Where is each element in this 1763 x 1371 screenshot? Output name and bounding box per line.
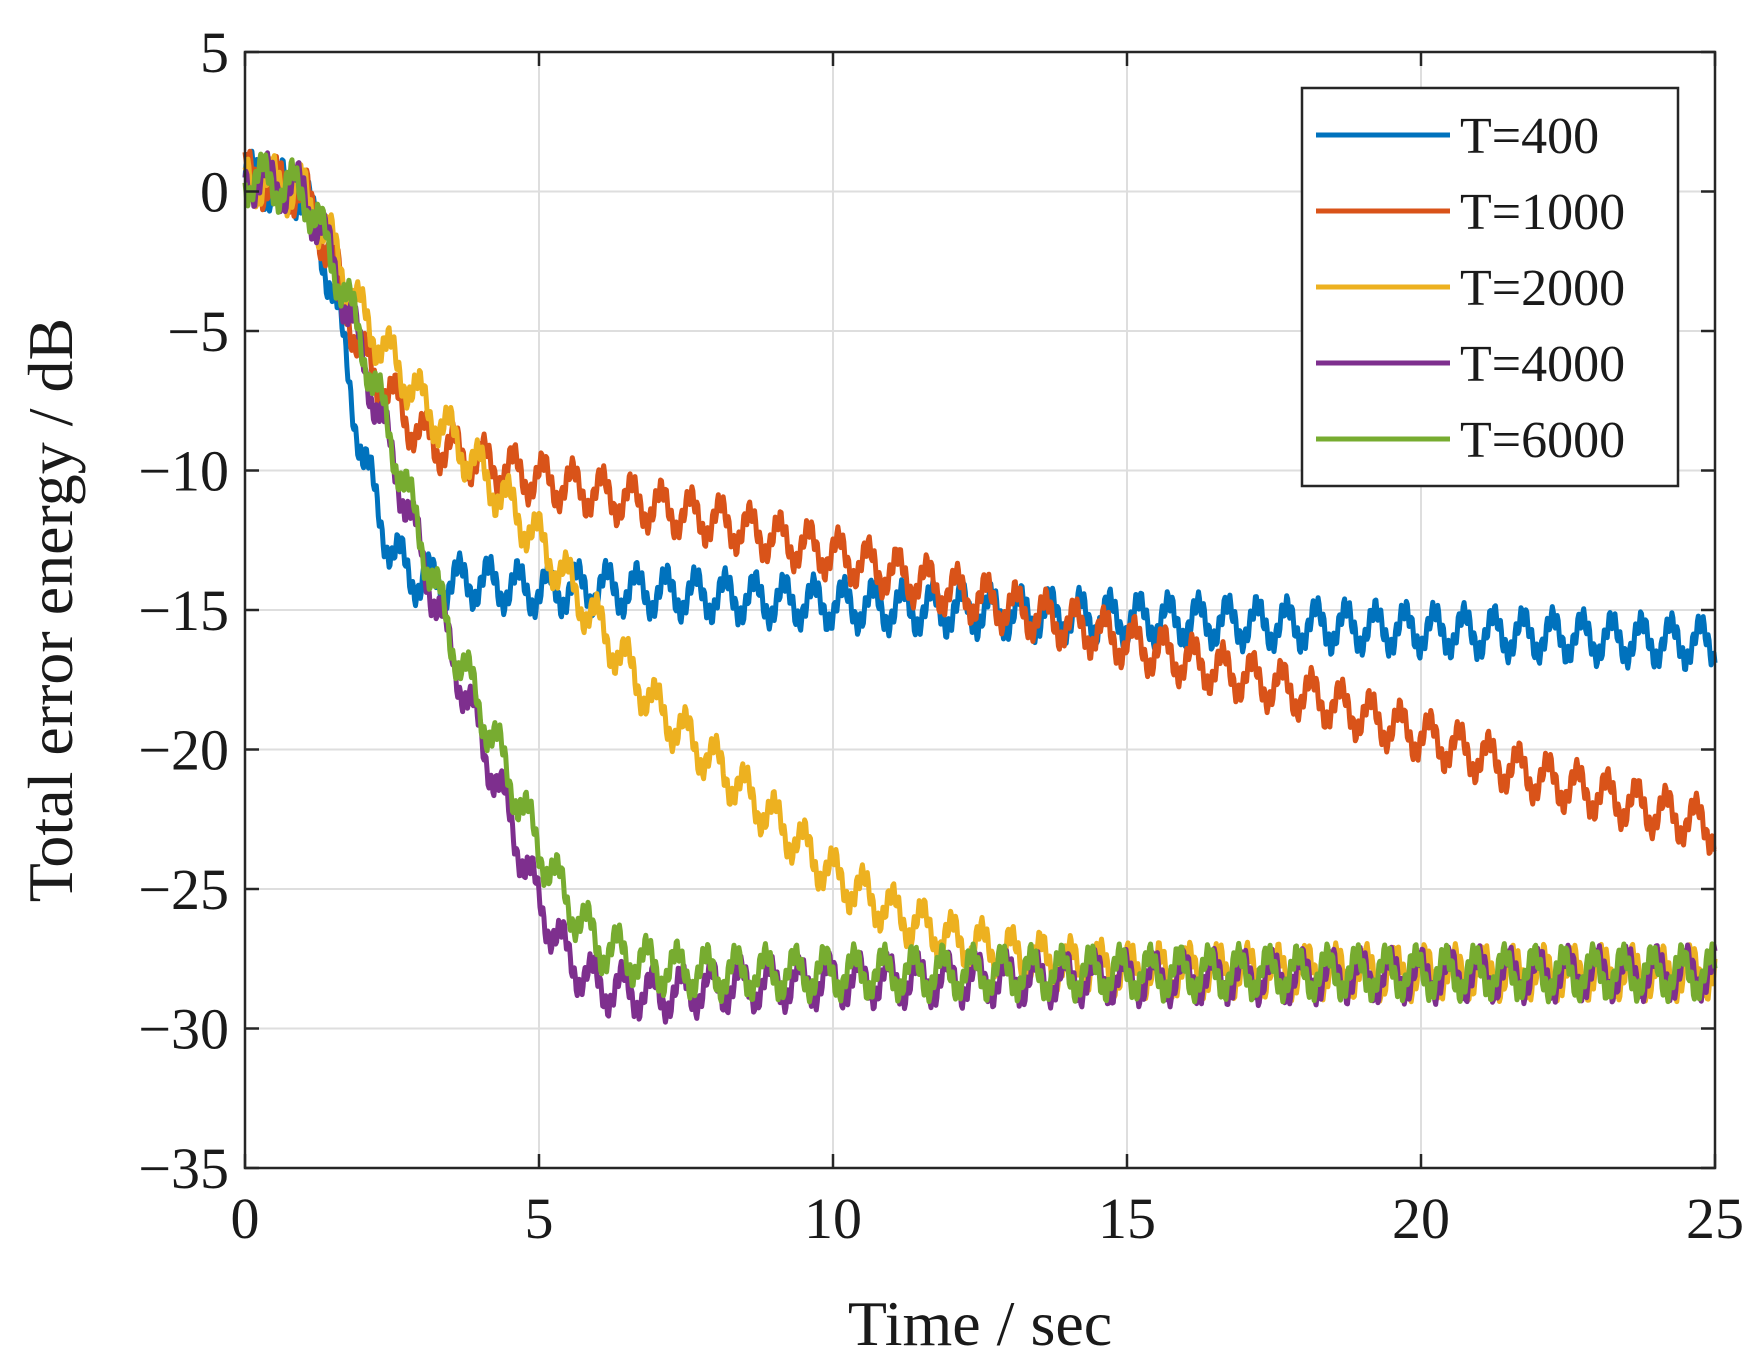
- y-tick-label: −35: [138, 1136, 229, 1201]
- legend-label: T=6000: [1460, 412, 1625, 469]
- series-line-t-6000: [242, 151, 1718, 1005]
- x-tick-labels: 0 5 10 15 20 25: [231, 1186, 1745, 1251]
- x-tick-label: 0: [231, 1186, 260, 1251]
- legend-label: T=1000: [1460, 184, 1625, 241]
- series-line-t-1000: [242, 148, 1717, 856]
- series-line-t-4000: [242, 150, 1718, 1025]
- y-tick-label: 5: [200, 20, 229, 85]
- series-group: [242, 148, 1718, 1025]
- legend-label: T=4000: [1460, 336, 1625, 393]
- y-tick-label: −5: [167, 299, 229, 364]
- x-axis-title: Time / sec: [848, 1288, 1112, 1359]
- legend-label: T=2000: [1460, 260, 1625, 317]
- y-tick-label: −25: [138, 857, 229, 922]
- y-tick-label: −15: [138, 578, 229, 643]
- legend: T=400 T=1000 T=2000 T=4000 T=6000: [1300, 86, 1680, 488]
- x-tick-label: 25: [1686, 1186, 1744, 1251]
- x-tick-label: 10: [804, 1186, 862, 1251]
- x-tick-label: 15: [1098, 1186, 1156, 1251]
- y-tick-labels: 5 0 −5 −10 −15 −20 −25 −30 −35: [138, 20, 229, 1201]
- y-axis-title: Total error energy / dB: [15, 318, 86, 902]
- y-tick-label: −30: [138, 997, 229, 1062]
- y-tick-label: −10: [138, 439, 229, 504]
- x-tick-label: 20: [1392, 1186, 1450, 1251]
- legend-label: T=400: [1460, 108, 1599, 165]
- y-tick-label: 0: [200, 160, 229, 225]
- x-tick-label: 5: [525, 1186, 554, 1251]
- y-tick-label: −20: [138, 718, 229, 783]
- series-line-t-400: [242, 148, 1718, 672]
- tick-marks: [243, 50, 1717, 1170]
